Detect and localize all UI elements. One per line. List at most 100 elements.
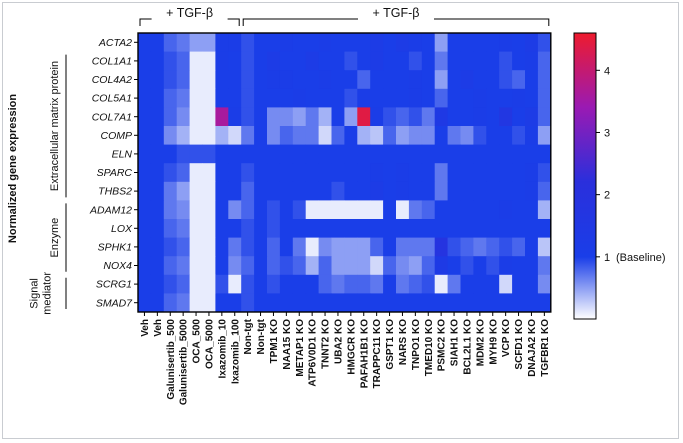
- heatmap-cell: [318, 107, 332, 127]
- heatmap-cell: [525, 126, 539, 145]
- heatmap-cell: [473, 256, 487, 276]
- heatmap-cell: [537, 126, 552, 145]
- heatmap-cell: [396, 219, 410, 238]
- heatmap-cell: [176, 70, 190, 90]
- heatmap-cell: [150, 144, 165, 164]
- heatmap-cell: [344, 163, 358, 183]
- heatmap-cell: [434, 256, 448, 276]
- heatmap-cell: [537, 293, 552, 313]
- heatmap-cell: [357, 33, 371, 52]
- heatmap-cell: [370, 33, 384, 52]
- heatmap-cell: [486, 70, 500, 90]
- heatmap-cell: [279, 256, 294, 276]
- heatmap-cell: [383, 163, 397, 183]
- column-label: MDM2 KO: [475, 319, 486, 366]
- heatmap-cell: [447, 51, 461, 71]
- heatmap-cell: [279, 144, 294, 164]
- heatmap-cell: [189, 219, 203, 238]
- heatmap-cell: [537, 70, 552, 90]
- heatmap-cell: [499, 144, 513, 164]
- heatmap-cell: [370, 144, 384, 164]
- heatmap-cell: [215, 237, 229, 257]
- heatmap-cell: [267, 107, 281, 127]
- treatment-label-bg: [358, 5, 434, 23]
- heatmap-cell: [292, 107, 307, 127]
- heatmap-cell: [176, 126, 190, 145]
- heatmap-cell: [150, 181, 165, 201]
- heatmap-cell: [279, 274, 294, 294]
- heatmap-cell: [189, 70, 203, 90]
- heatmap-cell: [396, 274, 410, 294]
- heatmap-cell: [396, 126, 410, 145]
- heatmap-cell: [292, 70, 307, 90]
- heatmap-cell: [228, 144, 242, 164]
- heatmap-cell: [228, 200, 242, 220]
- heatmap-cell: [267, 219, 281, 238]
- heatmap-cell: [254, 237, 268, 257]
- heatmap-cell: [396, 256, 410, 276]
- heatmap-cell: [434, 70, 448, 90]
- heatmap-cell: [176, 181, 190, 201]
- heatmap-cell: [189, 163, 203, 183]
- colorbar-gradient: [573, 32, 597, 320]
- heatmap-cell: [396, 237, 410, 257]
- heatmap-cell: [292, 256, 307, 276]
- heatmap-cell: [344, 51, 358, 71]
- heatmap-cell: [215, 256, 229, 276]
- row-labels: ACTA2 COL1A1 COL4A2 COL5A1 COL7A1 COMP ELN SPAR…: [89, 37, 138, 309]
- heatmap-cell: [525, 144, 539, 164]
- heatmap-cell: [486, 256, 500, 276]
- heatmap-cell: [150, 256, 165, 276]
- heatmap-cell: [318, 219, 332, 238]
- heatmap-cell: [189, 88, 203, 108]
- heatmap-cell: [434, 33, 448, 52]
- heatmap-cell: [331, 33, 345, 52]
- heatmap-cell: [473, 237, 487, 257]
- heatmap-cell: [279, 219, 294, 238]
- heatmap-cell: [473, 33, 487, 52]
- heatmap-cell: [499, 70, 513, 90]
- heatmap-cell: [215, 181, 229, 201]
- heatmap-cell: [344, 237, 358, 257]
- heatmap-cell: [241, 70, 255, 90]
- heatmap-cell: [408, 51, 423, 71]
- heatmap-cell: [434, 219, 448, 238]
- heatmap-cell: [202, 70, 216, 90]
- heatmap-cell: [460, 293, 474, 313]
- heatmap-cell: [537, 200, 552, 220]
- heatmap-cell: [241, 256, 255, 276]
- heatmap-cell: [421, 144, 436, 164]
- heatmap-cell: [267, 293, 281, 313]
- heatmap-cell: [396, 88, 410, 108]
- heatmap-cell: [473, 200, 487, 220]
- heatmap-cell: [473, 219, 487, 238]
- heatmap-cell: [460, 219, 474, 238]
- heatmap-cell: [512, 274, 526, 294]
- column-label: TGFBR1 KO: [540, 319, 551, 377]
- heatmap-cell: [318, 256, 332, 276]
- heatmap-cell: [202, 256, 216, 276]
- heatmap-cell: [357, 163, 371, 183]
- heatmap-cell: [176, 33, 190, 52]
- heatmap-cell: [163, 274, 178, 294]
- heatmap-cell: [499, 163, 513, 183]
- heatmap-cell: [408, 144, 423, 164]
- column-label: OCA_5000: [204, 319, 215, 369]
- heatmap-cell: [486, 51, 500, 71]
- heatmap-cell: [357, 107, 371, 127]
- column-label: DNAJA2 KO: [527, 319, 538, 377]
- heatmap-cell: [292, 293, 307, 313]
- heatmap-cell: [279, 70, 294, 90]
- column-label: Ixazomib_100: [230, 319, 241, 384]
- group-label: Enzyme: [49, 218, 61, 258]
- heatmap-cell: [396, 200, 410, 220]
- heatmap-cell: [305, 70, 319, 90]
- heatmap-cell: [512, 293, 526, 313]
- heatmap-cell: [370, 293, 384, 313]
- heatmap-cell: [292, 219, 307, 238]
- heatmap-cell: [537, 256, 552, 276]
- heatmap-cell: [408, 126, 423, 145]
- heatmap-cell: [305, 181, 319, 201]
- heatmap-cell: [512, 144, 526, 164]
- heatmap-cell: [344, 126, 358, 145]
